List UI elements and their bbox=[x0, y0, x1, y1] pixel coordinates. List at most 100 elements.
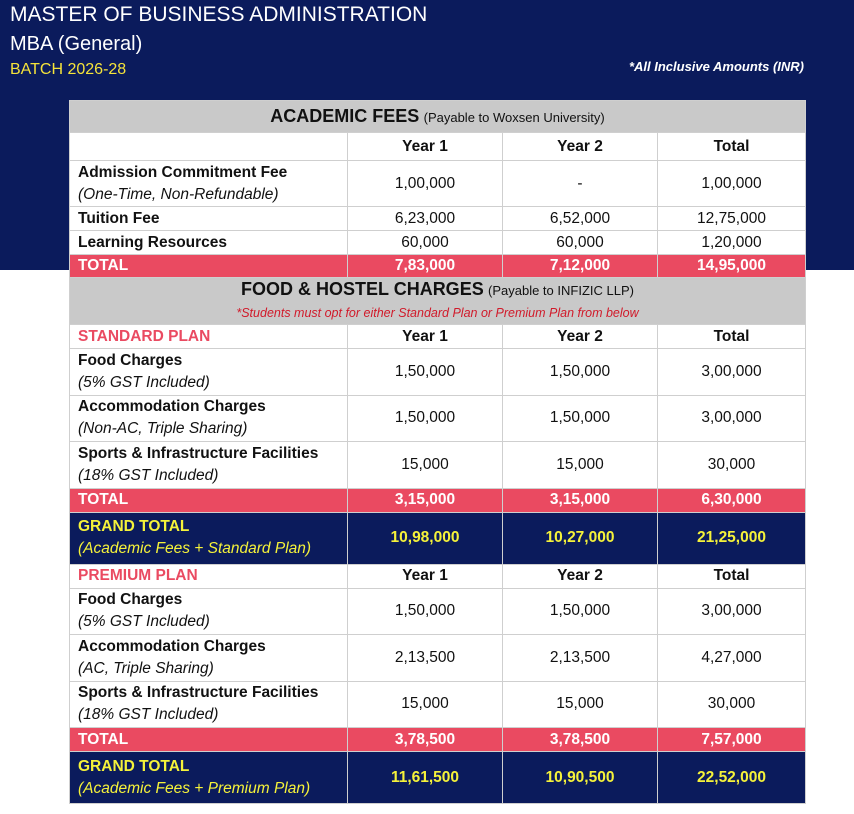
cell: 10,98,000 bbox=[347, 511, 503, 565]
column-header: Year 1 bbox=[402, 567, 448, 584]
table-row: PREMIUM PLAN Year 1 Year 2 Total bbox=[69, 563, 806, 589]
cell: 6,30,000 bbox=[657, 487, 806, 513]
amount: 60,000 bbox=[556, 233, 604, 251]
cell: 10,27,000 bbox=[502, 511, 658, 565]
table-row: TOTAL 7,83,000 7,12,000 14,95,000 bbox=[69, 254, 806, 278]
row-label: Learning Resources bbox=[78, 233, 228, 251]
cell: 2,13,500 bbox=[347, 634, 503, 682]
row-label: Sports & Infrastructure Facilities bbox=[78, 684, 319, 702]
row-label: Food Charges bbox=[78, 351, 183, 369]
amount: 1,00,000 bbox=[394, 174, 456, 192]
row-label: Accommodation Charges bbox=[78, 637, 266, 655]
cell: 3,78,500 bbox=[502, 727, 658, 752]
cell: 7,57,000 bbox=[657, 727, 806, 752]
table-row: Year 1 Year 2 Total bbox=[69, 132, 806, 161]
cell: 30,000 bbox=[657, 680, 806, 728]
row-label: TOTAL bbox=[78, 730, 129, 748]
row-label: Sports & Infrastructure Facilities bbox=[78, 444, 319, 462]
cell: 21,25,000 bbox=[657, 511, 806, 565]
cell: Sports & Infrastructure Facilities (18% G… bbox=[69, 680, 348, 728]
cell: Total bbox=[657, 563, 806, 589]
cell: TOTAL bbox=[69, 254, 348, 278]
row-label: GRAND TOTAL bbox=[78, 757, 190, 775]
cell: Year 1 bbox=[347, 132, 503, 161]
cell: 3,00,000 bbox=[657, 348, 806, 396]
cell: 1,00,000 bbox=[347, 160, 503, 207]
cell: FOOD & HOSTEL CHARGES (Payable to INFIZI… bbox=[69, 277, 806, 325]
amount: 1,50,000 bbox=[549, 362, 611, 380]
row-label: Tuition Fee bbox=[78, 209, 160, 227]
amount: 3,78,500 bbox=[549, 730, 611, 748]
cell: 15,000 bbox=[347, 680, 503, 728]
cell: 1,50,000 bbox=[502, 394, 658, 442]
amount: 10,27,000 bbox=[545, 529, 615, 546]
cell: PREMIUM PLAN bbox=[69, 563, 348, 589]
cell: ACADEMIC FEES (Payable to Woxsen Univers… bbox=[69, 100, 806, 133]
title: MASTER OF BUSINESS ADMINISTRATION bbox=[10, 3, 428, 26]
payable: (Payable to Woxsen University) bbox=[423, 109, 605, 125]
table-row: TOTAL 3,15,000 3,15,000 6,30,000 bbox=[69, 487, 806, 513]
amount: 3,78,500 bbox=[394, 730, 456, 748]
row-label: Food Charges bbox=[78, 591, 183, 609]
cell: 1,50,000 bbox=[347, 394, 503, 442]
batch: BATCH 2026-28 bbox=[10, 61, 127, 78]
cell: Accommodation Charges (Non-AC, Triple Sha… bbox=[69, 394, 348, 442]
amount: 3,15,000 bbox=[394, 491, 456, 508]
amount: 21,25,000 bbox=[697, 529, 766, 546]
cell: 1,50,000 bbox=[347, 587, 503, 635]
cell: 1,50,000 bbox=[347, 348, 503, 396]
amount: 1,50,000 bbox=[394, 602, 456, 620]
amount: 7,83,000 bbox=[394, 257, 456, 274]
cell: 15,000 bbox=[502, 680, 658, 728]
cell: STANDARD PLAN bbox=[69, 324, 348, 349]
cell: Food Charges (5% GST Included) bbox=[69, 587, 348, 635]
cell: Year 2 bbox=[502, 132, 658, 161]
amount: 2,13,500 bbox=[549, 648, 611, 666]
cell: Admission Commitment Fee (One-Time, Non-R… bbox=[69, 160, 348, 207]
column-header: Year 2 bbox=[557, 137, 603, 155]
amount: 1,00,000 bbox=[701, 174, 762, 192]
cell: 22,52,000 bbox=[657, 751, 806, 804]
column-header: Year 2 bbox=[557, 327, 603, 345]
table-row: Learning Resources 60,000 60,000 1,20,000 bbox=[69, 230, 806, 255]
column-header: Year 2 bbox=[557, 567, 603, 584]
cell: 3,15,000 bbox=[502, 487, 658, 513]
amount: 7,12,000 bbox=[549, 257, 611, 274]
row-sublabel: (One-Time, Non-Refundable) bbox=[78, 185, 279, 203]
amount: 1,20,000 bbox=[701, 233, 762, 251]
subtitle: MBA (General) bbox=[10, 33, 143, 55]
cell: Year 2 bbox=[502, 324, 658, 349]
amount: 1,50,000 bbox=[394, 362, 456, 380]
fee-table: ACADEMIC FEES (Payable to Woxsen Univers… bbox=[69, 100, 806, 804]
cell: Year 1 bbox=[347, 324, 503, 349]
cell: 60,000 bbox=[502, 230, 658, 255]
amount: 3,15,000 bbox=[549, 491, 611, 508]
row-sublabel: (Academic Fees + Standard Plan) bbox=[78, 540, 312, 557]
amount: 14,95,000 bbox=[697, 257, 766, 274]
cell: - bbox=[502, 160, 658, 207]
table-row: ACADEMIC FEES (Payable to Woxsen Univers… bbox=[69, 100, 806, 133]
amount: 30,000 bbox=[707, 455, 756, 473]
plan-name: PREMIUM PLAN bbox=[78, 567, 198, 584]
cell bbox=[69, 132, 348, 161]
column-header: Year 1 bbox=[402, 137, 448, 155]
row-label: GRAND TOTAL bbox=[78, 518, 190, 535]
cell: 7,12,000 bbox=[502, 254, 658, 278]
amount: 10,98,000 bbox=[390, 529, 460, 546]
section-title: FOOD & HOSTEL CHARGES bbox=[241, 279, 484, 299]
section-title: ACADEMIC FEES bbox=[270, 105, 420, 126]
cell: TOTAL bbox=[69, 727, 348, 752]
cell: 14,95,000 bbox=[657, 254, 806, 278]
cell: Sports & Infrastructure Facilities (18% G… bbox=[69, 441, 348, 489]
amount: 3,00,000 bbox=[701, 409, 762, 427]
cell: 15,000 bbox=[502, 441, 658, 489]
column-header: Total bbox=[713, 137, 750, 155]
payable: (Payable to INFIZIC LLP) bbox=[488, 283, 634, 298]
row-sublabel: (18% GST Included) bbox=[78, 706, 219, 724]
row-sublabel: (18% GST Included) bbox=[78, 466, 219, 484]
amount: 11,61,500 bbox=[390, 768, 460, 786]
amount: 10,90,500 bbox=[545, 768, 615, 786]
cell: 60,000 bbox=[347, 230, 503, 255]
table-row: Sports & Infrastructure Facilities (18% G… bbox=[69, 441, 806, 489]
amount: 15,000 bbox=[401, 455, 449, 473]
